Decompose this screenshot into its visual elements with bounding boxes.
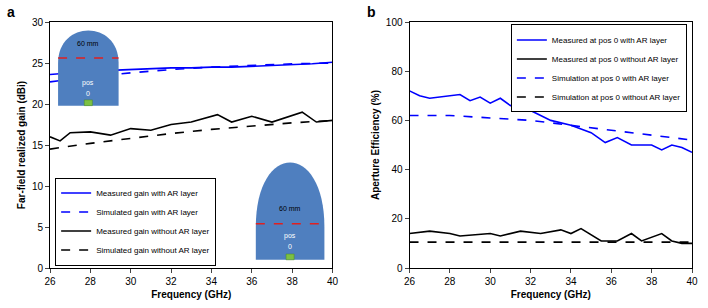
- svg-text:30: 30: [125, 276, 137, 287]
- svg-text:38: 38: [287, 276, 299, 287]
- svg-text:Far-field realized gain (dBi): Far-field realized gain (dBi): [16, 81, 27, 209]
- svg-text:40: 40: [327, 276, 339, 287]
- svg-text:25: 25: [32, 58, 44, 69]
- svg-text:Aperture Efficiency (%): Aperture Efficiency (%): [370, 90, 381, 200]
- svg-text:a: a: [7, 4, 15, 20]
- svg-text:80: 80: [391, 66, 403, 77]
- svg-text:0: 0: [288, 243, 292, 250]
- svg-text:20: 20: [391, 213, 403, 224]
- svg-text:5: 5: [37, 222, 43, 233]
- svg-text:34: 34: [206, 276, 218, 287]
- svg-text:36: 36: [606, 276, 618, 287]
- svg-text:30: 30: [32, 17, 44, 28]
- svg-text:pos: pos: [82, 79, 94, 87]
- svg-text:60 mm: 60 mm: [77, 40, 99, 47]
- svg-text:32: 32: [525, 276, 537, 287]
- svg-text:28: 28: [444, 276, 456, 287]
- svg-text:0: 0: [86, 90, 90, 97]
- svg-text:0: 0: [37, 263, 43, 274]
- svg-text:36: 36: [246, 276, 258, 287]
- svg-text:15: 15: [32, 140, 44, 151]
- svg-text:60: 60: [391, 115, 403, 126]
- svg-text:26: 26: [44, 276, 56, 287]
- svg-text:Frequency (GHz): Frequency (GHz): [151, 289, 231, 300]
- svg-text:Measured gain without AR layer: Measured gain without AR layer: [96, 227, 209, 236]
- svg-text:30: 30: [485, 276, 497, 287]
- svg-text:Simulated gain without AR laye: Simulated gain without AR layer: [96, 246, 209, 255]
- svg-text:Simulation at pos 0 without AR: Simulation at pos 0 without AR layer: [552, 93, 680, 102]
- svg-text:26: 26: [404, 276, 416, 287]
- svg-text:b: b: [367, 4, 376, 20]
- svg-text:20: 20: [32, 99, 44, 110]
- svg-text:28: 28: [85, 276, 97, 287]
- svg-text:Measured at pos 0 with AR laye: Measured at pos 0 with AR layer: [552, 36, 668, 45]
- svg-text:pos: pos: [284, 232, 296, 240]
- svg-text:Measured gain with AR layer: Measured gain with AR layer: [96, 189, 198, 198]
- svg-text:32: 32: [165, 276, 177, 287]
- svg-text:Simulated gain with AR layer: Simulated gain with AR layer: [96, 208, 198, 217]
- svg-text:38: 38: [646, 276, 658, 287]
- svg-text:0: 0: [397, 263, 403, 274]
- svg-text:34: 34: [565, 276, 577, 287]
- svg-text:10: 10: [32, 181, 44, 192]
- svg-text:40: 40: [686, 276, 698, 287]
- svg-text:Simulation at pos 0 with AR la: Simulation at pos 0 with AR layer: [552, 74, 669, 83]
- svg-text:100: 100: [386, 17, 403, 28]
- svg-text:40: 40: [391, 164, 403, 175]
- svg-text:60 mm: 60 mm: [279, 205, 301, 212]
- svg-text:Measured at pos 0 without AR l: Measured at pos 0 without AR layer: [552, 55, 679, 64]
- svg-text:Frequency (GHz): Frequency (GHz): [511, 289, 591, 300]
